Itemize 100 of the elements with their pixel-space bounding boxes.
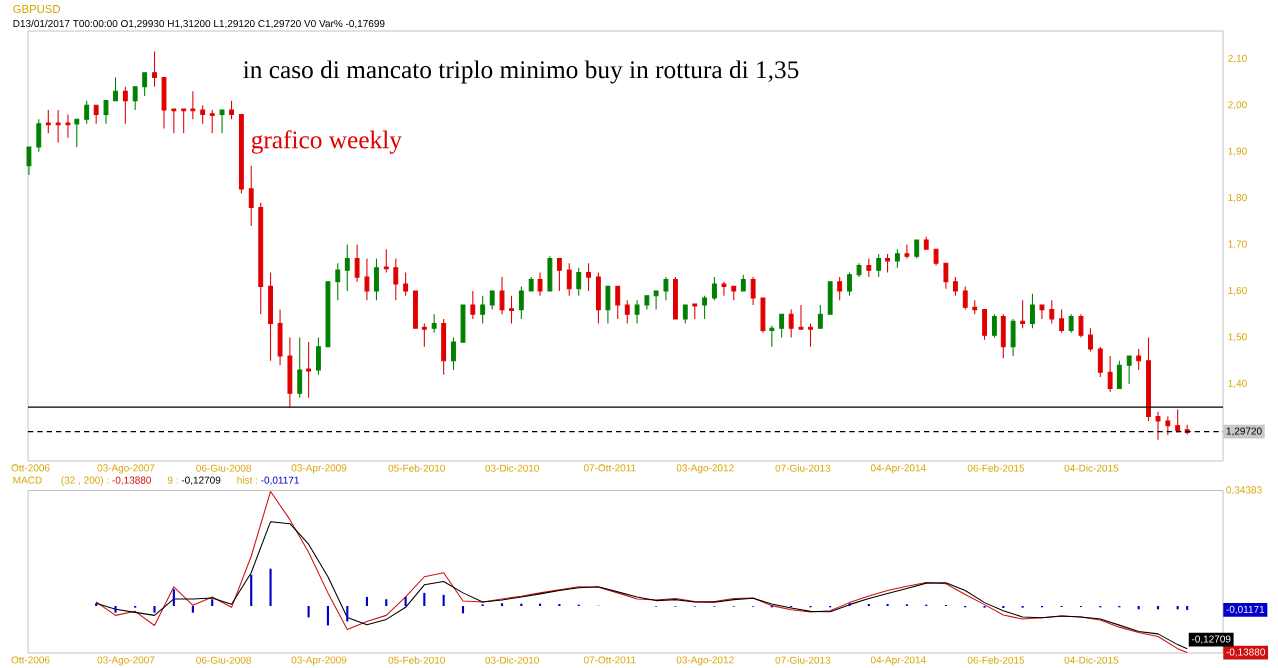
- candlestick: [634, 299, 640, 325]
- chart-title: GBPUSD: [13, 4, 61, 13]
- bar: [172, 589, 175, 606]
- candlestick: [451, 336, 456, 371]
- candlestick: [991, 313, 997, 339]
- text: (32 , 200) :: [61, 476, 109, 486]
- text: -0,12709: [181, 476, 221, 485]
- candlestick: [374, 258, 379, 301]
- candlestick: [383, 248, 389, 274]
- text: 9 :: [167, 476, 178, 484]
- y-tick-label: 1,90: [1228, 147, 1247, 156]
- bar: [346, 605, 349, 622]
- y-tick-label: 0,34383: [1226, 486, 1262, 495]
- candlestick: [364, 258, 370, 301]
- text: -0,01171: [261, 476, 299, 485]
- candlestick: [122, 86, 128, 125]
- candlestick: [731, 285, 737, 301]
- text: D13/01/2017 T00:00:00 O1,29930 H1,31200 L1,29120 C1,29720 V0 Var% -0,17699: [13, 19, 385, 29]
- chart-title: MACD: [13, 476, 42, 484]
- candlestick: [769, 325, 775, 348]
- candlestick: [499, 276, 505, 315]
- candlestick: [682, 304, 688, 325]
- candlestick: [982, 309, 988, 341]
- candlestick: [190, 90, 196, 120]
- y-tick-label: 2,10: [1228, 54, 1247, 63]
- bar: [365, 596, 369, 606]
- candlestick: [798, 304, 804, 330]
- candlestick: [84, 100, 90, 125]
- candlestick: [421, 323, 427, 348]
- bar: [867, 603, 870, 606]
- candlestick: [692, 303, 698, 320]
- bar: [423, 592, 426, 606]
- candlestick: [827, 281, 833, 315]
- line-series: [95, 490, 1188, 654]
- candlestick: [817, 304, 823, 329]
- candlestick: [258, 202, 264, 315]
- candlestick: [615, 285, 621, 320]
- candlestick: [556, 258, 562, 292]
- candlestick: [470, 290, 476, 320]
- candlestick: [1088, 327, 1093, 352]
- candlestick: [837, 276, 843, 301]
- candlestick: [393, 258, 399, 301]
- candlestick: [403, 271, 409, 297]
- x-tick-label: 07-Giu-2013: [775, 656, 831, 664]
- candlestick: [1020, 299, 1026, 329]
- bar: [153, 605, 156, 613]
- candlestick: [943, 262, 949, 290]
- candlestick: [885, 253, 890, 274]
- candlestick: [923, 236, 929, 250]
- candlestick: [1126, 355, 1132, 385]
- line-series: [95, 521, 1188, 650]
- x-tick-label: 03-Apr-2009: [291, 656, 347, 666]
- x-tick-label: 04-Apr-2014: [870, 656, 926, 666]
- candlestick: [856, 262, 862, 278]
- bar: [211, 599, 214, 606]
- candlestick: [152, 50, 157, 88]
- candlestick: [605, 285, 611, 325]
- x-tick-label: 07-Ott-2011: [583, 464, 636, 472]
- bar: [385, 599, 388, 606]
- candlestick: [894, 248, 900, 269]
- candlestick: [1136, 348, 1142, 371]
- candlestick: [866, 258, 872, 278]
- x-tick-label: 06-Giu-2008: [196, 656, 251, 664]
- bar: [307, 605, 310, 618]
- candlestick: [45, 109, 51, 134]
- candlestick: [933, 248, 939, 267]
- candlestick: [74, 118, 80, 148]
- candlestick: [200, 104, 206, 125]
- candlestick: [509, 295, 514, 325]
- candlestick: [847, 271, 852, 297]
- candlestick: [1068, 313, 1074, 334]
- candlestick: [315, 336, 321, 376]
- candlestick: [335, 262, 341, 301]
- candlestick: [460, 304, 466, 343]
- bar: [95, 603, 98, 606]
- candlestick: [595, 271, 601, 325]
- candlestick: [721, 281, 727, 297]
- y-tick-label: 2,00: [1228, 101, 1247, 110]
- candlestick: [413, 290, 418, 329]
- candlestick: [248, 165, 254, 227]
- candlestick: [325, 281, 331, 348]
- candlestick: [760, 297, 766, 334]
- candlestick: [808, 323, 813, 348]
- x-tick-label: Ott-2006: [11, 464, 50, 472]
- candlestick: [779, 313, 785, 339]
- candlestick: [1059, 309, 1065, 334]
- candlestick: [624, 299, 630, 325]
- bar: [886, 603, 889, 606]
- bar: [848, 603, 851, 606]
- x-tick-label: 06-Feb-2015: [967, 656, 1025, 664]
- bar: [326, 605, 330, 626]
- candlestick: [547, 255, 553, 292]
- x-tick-label: 07-Ott-2011: [583, 656, 636, 664]
- candlestick: [914, 239, 920, 260]
- candlestick: [93, 104, 99, 125]
- x-tick-label: 03-Dic-2010: [485, 464, 539, 472]
- candlestick: [518, 285, 524, 320]
- candlestick: [537, 271, 543, 297]
- bar: [269, 568, 272, 606]
- bar: [404, 596, 407, 606]
